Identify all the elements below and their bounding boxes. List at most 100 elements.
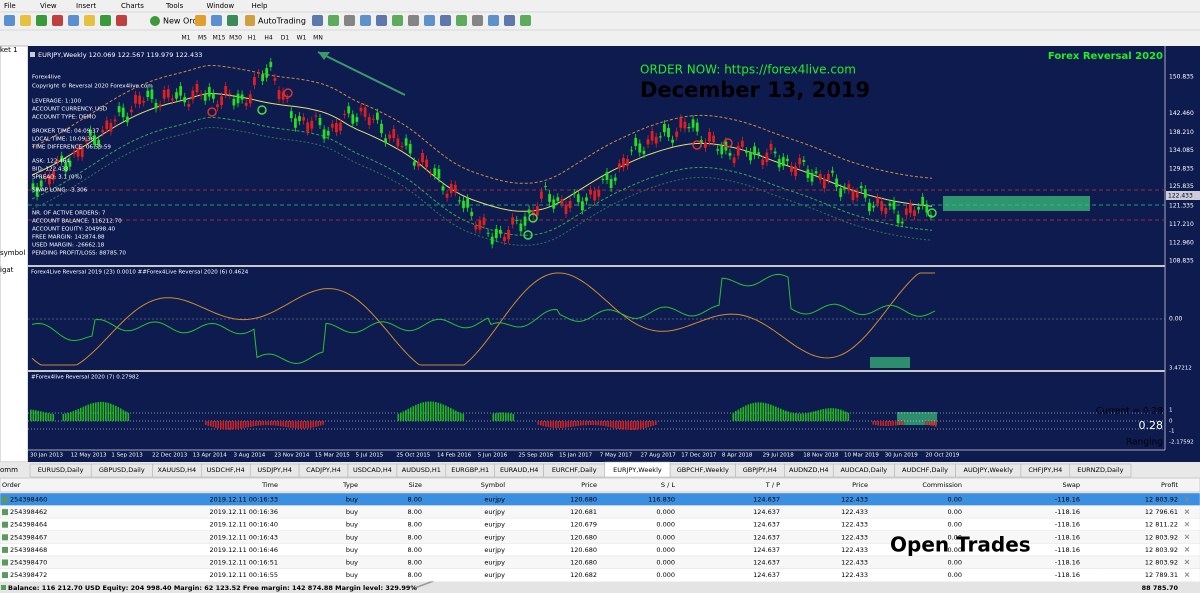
row-icon bbox=[1, 585, 6, 590]
candle-body bbox=[404, 138, 408, 146]
indicator-label: -2.17592 bbox=[1169, 440, 1194, 446]
candle-body bbox=[314, 115, 318, 117]
toolbar-icon bbox=[424, 15, 435, 26]
candle-body bbox=[462, 200, 465, 209]
trade-cell: -118.16 bbox=[1055, 559, 1080, 567]
trade-cell: 0.00 bbox=[948, 559, 962, 567]
price-axis bbox=[1165, 46, 1200, 462]
trade-cell: 124.637 bbox=[753, 521, 780, 529]
trade-cell: 0.000 bbox=[656, 521, 675, 529]
trade-cell: buy bbox=[346, 559, 358, 567]
histogram-bar bbox=[210, 421, 212, 427]
trade-cell: 12 796.61 bbox=[1145, 508, 1178, 516]
price-label: 112.960 bbox=[1169, 239, 1194, 246]
toolbar-icon bbox=[84, 15, 95, 26]
histogram-bar bbox=[102, 401, 105, 421]
histogram-bar bbox=[742, 406, 745, 421]
candle-body bbox=[859, 186, 863, 189]
trade-cell: 120.679 bbox=[570, 521, 597, 529]
price-label: 138.210 bbox=[1169, 129, 1194, 136]
candle-body bbox=[441, 186, 445, 191]
histogram-bar bbox=[32, 409, 35, 421]
column-header: Profit bbox=[1161, 481, 1178, 489]
row-icon bbox=[2, 496, 8, 503]
histogram-bar bbox=[882, 421, 885, 426]
candle-body bbox=[171, 98, 174, 101]
close-button[interactable] bbox=[1184, 534, 1190, 540]
toolbar-icon bbox=[52, 15, 63, 26]
candle-body bbox=[138, 95, 141, 105]
histogram-bar bbox=[440, 403, 442, 421]
histogram-bar bbox=[572, 421, 575, 427]
price-label: 125.835 bbox=[1169, 183, 1194, 190]
histogram-bar bbox=[877, 421, 880, 426]
trade-row[interactable] bbox=[0, 517, 1200, 532]
tab-label: GBPJPY,H4 bbox=[743, 466, 777, 474]
histogram-bar bbox=[560, 421, 562, 429]
histogram-bar bbox=[425, 401, 427, 421]
date-label: 18 Nov 2018 bbox=[803, 453, 839, 459]
row-icon bbox=[2, 534, 8, 541]
candle-body bbox=[818, 173, 822, 180]
histogram-bar bbox=[780, 408, 782, 421]
candle-body bbox=[650, 131, 654, 141]
candle-body bbox=[175, 92, 178, 99]
column-header: Size bbox=[409, 481, 422, 489]
histogram-bar bbox=[772, 405, 775, 421]
candle-body bbox=[113, 119, 117, 122]
trade-row[interactable] bbox=[0, 505, 1200, 519]
trade-cell: 254398472 bbox=[10, 571, 47, 579]
histogram-bar bbox=[35, 410, 37, 421]
side-panel-label: igat bbox=[0, 266, 14, 274]
signal bbox=[723, 138, 733, 148]
toolbar-button: AutoTrading bbox=[258, 17, 306, 26]
histogram-bar bbox=[50, 413, 52, 421]
histogram-bar bbox=[615, 421, 617, 429]
histogram-bar bbox=[547, 421, 550, 428]
candle-body bbox=[765, 152, 769, 163]
histogram-bar bbox=[462, 413, 465, 421]
price-label: 121.335 bbox=[1169, 203, 1194, 210]
candle-body bbox=[437, 169, 441, 179]
toolbar-icon bbox=[36, 15, 47, 26]
balance: Balance: 116 212.70 USD Equity: 204 998.… bbox=[8, 584, 417, 592]
price-label: 134.085 bbox=[1169, 147, 1194, 154]
close-button[interactable] bbox=[1184, 509, 1190, 514]
close-button[interactable] bbox=[1184, 547, 1190, 552]
trade-cell: buy bbox=[346, 508, 358, 516]
histogram-bar bbox=[442, 404, 445, 421]
tab-label: EURCHF,Daily bbox=[552, 466, 597, 474]
tab[interactable] bbox=[1069, 463, 1132, 478]
histogram-bar bbox=[252, 421, 255, 427]
signal bbox=[257, 105, 267, 115]
trade-row[interactable] bbox=[0, 555, 1200, 569]
histogram-bar bbox=[262, 421, 265, 426]
candle-body bbox=[265, 68, 269, 78]
close-button[interactable] bbox=[1184, 496, 1190, 502]
candle-body bbox=[158, 104, 162, 108]
histogram-bar bbox=[542, 421, 545, 427]
trade-cell: 124.637 bbox=[753, 559, 780, 567]
histogram-bar bbox=[640, 421, 642, 430]
histogram-bar bbox=[562, 421, 565, 428]
close-button[interactable] bbox=[1184, 521, 1190, 527]
annotation: Open Trades bbox=[890, 533, 1031, 557]
trade-cell: 0.00 bbox=[948, 533, 962, 541]
close-button[interactable] bbox=[1184, 572, 1190, 577]
trade-row[interactable] bbox=[0, 492, 1200, 506]
arrowhead bbox=[318, 52, 330, 60]
trade-row[interactable] bbox=[0, 568, 1200, 582]
candle-body bbox=[277, 90, 281, 100]
menu-item: Tools bbox=[165, 2, 184, 10]
info-line: ACCOUNT BALANCE: 116212.70 bbox=[32, 219, 122, 225]
trade-cell: -118.16 bbox=[1055, 546, 1080, 554]
histogram-bar bbox=[42, 411, 45, 421]
histogram-bar bbox=[807, 412, 810, 421]
trade-cell: 2019.12.11 00:16:55 bbox=[210, 571, 278, 579]
close-button[interactable] bbox=[1184, 559, 1190, 565]
row-icon bbox=[2, 572, 8, 579]
date-label: 25 Oct 2015 bbox=[396, 453, 431, 459]
candle-body bbox=[52, 171, 55, 180]
candle-body bbox=[675, 131, 679, 137]
